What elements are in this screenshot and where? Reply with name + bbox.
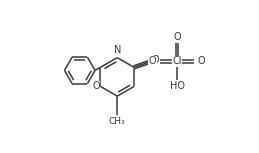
Text: O: O — [92, 81, 100, 91]
Text: O: O — [197, 56, 205, 66]
Text: O: O — [149, 56, 157, 66]
Text: HO: HO — [170, 81, 185, 91]
Text: CH₃: CH₃ — [109, 117, 126, 126]
Text: O: O — [173, 32, 181, 42]
Text: N: N — [114, 45, 122, 55]
Text: Cl: Cl — [172, 56, 182, 66]
Text: O: O — [152, 55, 159, 65]
